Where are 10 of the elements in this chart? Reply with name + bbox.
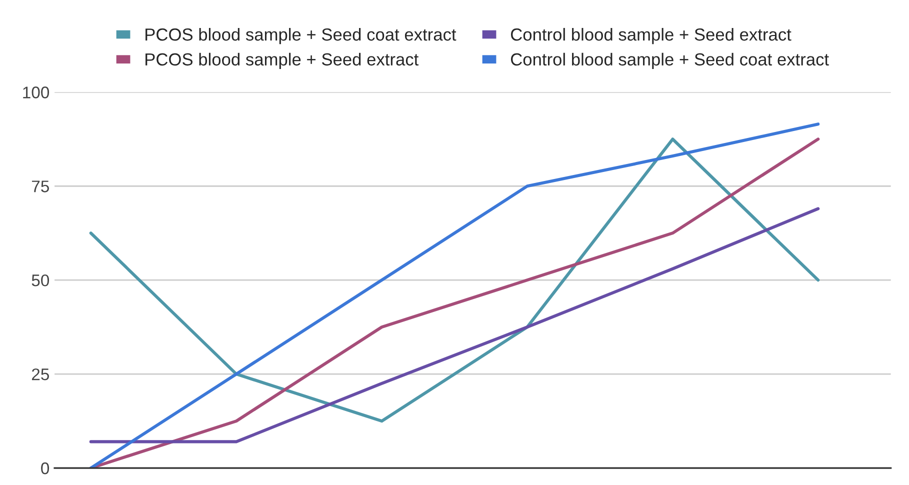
y-tick-label: 75	[32, 180, 49, 192]
legend-label: PCOS blood sample + Seed coat extract	[146, 28, 456, 44]
y-tick-label: 25	[32, 368, 49, 380]
legend-label: Control blood sample + Seed coat extract	[510, 52, 829, 70]
y-tick-label: 100	[23, 86, 50, 98]
line-series	[89, 207, 820, 444]
y-tick-label: 50	[32, 274, 50, 286]
y-tick-label: 0	[41, 462, 50, 474]
legend-label: PCOS blood sample + Seed extract	[146, 52, 419, 70]
legend-label: Control blood sample + Seed extract	[510, 28, 792, 44]
